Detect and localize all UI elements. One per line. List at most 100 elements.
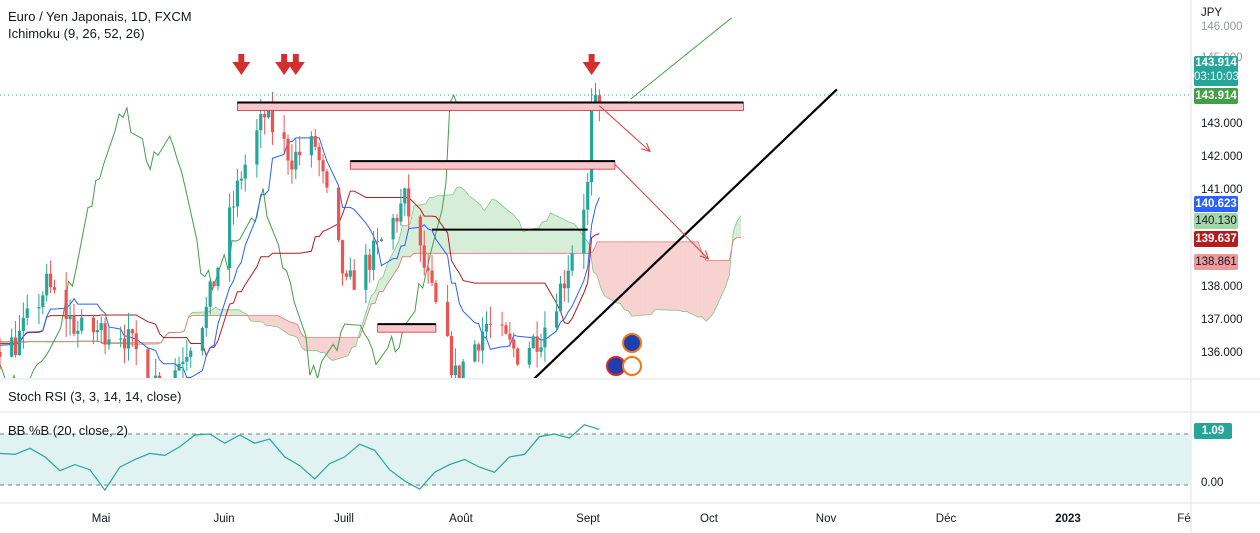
candle-body [566,270,570,289]
down-marker-icon [588,54,595,62]
down-marker-icon [238,54,245,62]
down-marker-icon [281,54,288,62]
ichimoku-cloud-segment [491,199,496,254]
ichimoku-cloud-segment [223,309,236,316]
candle-body [259,114,263,131]
candle-body [582,209,586,254]
candle-body [403,188,407,204]
chikou-span-line [0,93,459,378]
candle-body [41,295,45,308]
projection-arrow-head [641,142,651,153]
resistance-zone [349,160,616,170]
candle-body [593,95,598,103]
price-tick: 142.000 [1201,151,1243,163]
ichimoku-cloud-segment [410,205,415,257]
ichimoku-cloud-segment [671,241,675,311]
candle-body [122,338,127,349]
candle-body [173,370,177,378]
ichimoku-cloud-segment [600,241,605,296]
ichimoku-cloud-segment [332,337,345,361]
ichimoku-cloud-segment [293,322,298,338]
candle-body [255,130,259,165]
ichimoku-cloud-segment [235,309,239,316]
candle-body [263,114,267,118]
candle-body [418,216,422,246]
candle-body [13,337,18,356]
candle-body [134,333,138,350]
ichimoku-cloud-segment [386,241,399,285]
candle-body [562,283,566,289]
ichimoku-cloud-segment [453,187,457,254]
span-b-badge: 138.861 [1194,254,1238,270]
candle-body [368,254,372,270]
projection-arrow-head [699,250,710,260]
time-tick: Mai [91,513,111,525]
resistance-zone [237,102,744,111]
candle-body [500,324,504,326]
ichimoku-cloud-segment [355,332,360,347]
ichimoku-cloud-segment [460,187,465,254]
time-tick: Fé [1177,513,1191,525]
ichimoku-cloud-segment [597,241,601,289]
ichimoku-cloud-segment [678,241,683,312]
ichimoku-cloud-segment [433,195,438,254]
candle-body [344,273,349,277]
candle-body [434,282,438,302]
candle-body [352,270,356,290]
ichimoku-cloud-segment [546,212,551,254]
ichimoku-cloud-segment [320,337,325,353]
ichimoku-cloud-segment [297,324,302,347]
candle-body [290,160,294,170]
candle-body [477,344,481,351]
candle-body [228,207,232,269]
candle-body [10,337,14,357]
ichimoku-cloud-segment [464,190,469,254]
ichimoku-cloud-segment [620,241,625,310]
ichimoku-cloud-segment [359,295,372,338]
candle-body [17,330,22,356]
candle-body [597,95,601,106]
ichimoku-cloud-segment [347,337,352,356]
time-tick: Déc [935,513,957,525]
ichimoku-cloud-segment [515,216,520,254]
candle-body [395,217,399,222]
candle-body [590,102,594,183]
candle-body [348,270,352,277]
ichimoku-cloud-segment [456,187,461,254]
candle-body [21,317,25,331]
indicator-label: Ichimoku (9, 26, 52, 26) [8,26,145,41]
ichimoku-cloud-segment [425,197,430,254]
candle-body [531,336,535,349]
down-marker-icon [232,62,251,75]
candle-body [554,311,559,328]
candle-body [45,273,49,296]
ichimoku-cloud-segment [382,265,387,292]
price-tick: 138.000 [1201,281,1243,293]
span-b-line [0,237,742,344]
candle-body [516,348,520,365]
ichimoku-cloud-segment [429,197,434,254]
currency-label: JPY [1201,7,1223,19]
price-tick: 136.000 [1201,347,1243,359]
ichimoku-cloud-segment [542,221,547,254]
candle-body [379,239,384,242]
ichimoku-cloud-segment [211,307,216,316]
candle-body [449,336,454,376]
kijun-line [0,190,600,358]
event-flag-icon [622,333,642,353]
ichimoku-cloud-segment [709,260,714,318]
candle-body [157,375,162,378]
ichimoku-cloud-segment [379,276,383,292]
candle-body [239,178,243,181]
candle-body [107,339,111,345]
candle-body [298,151,302,156]
candle-body [76,330,80,334]
ichimoku-cloud-segment [289,321,294,336]
bb-band-fill [0,434,1191,485]
candle-body [154,375,158,378]
ichimoku-cloud-segment [375,279,380,303]
candle-body [181,361,185,364]
ichimoku-cloud-segment [192,312,197,316]
ichimoku-cloud-segment [659,241,672,311]
